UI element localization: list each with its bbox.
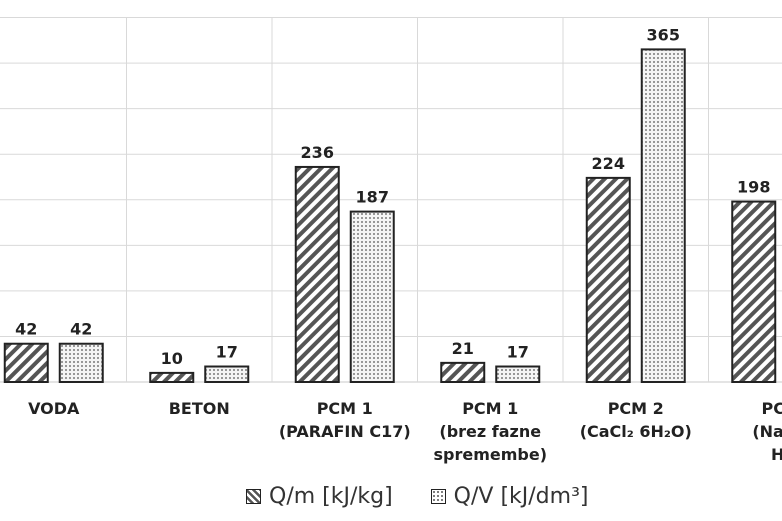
category-label-4-line-1: (CaCl₂ 6H₂O) [580, 422, 692, 441]
data-label-qv-4: 365 [647, 25, 680, 44]
data-label-qm-3: 21 [452, 339, 474, 358]
bar-qv-3 [495, 365, 541, 384]
bar-qv-1 [204, 365, 250, 384]
legend-item-series-1: Q/m [kJ/kg] [246, 484, 393, 509]
bar-qm-4 [585, 176, 631, 383]
bar-qv-4 [640, 48, 686, 384]
category-label-2-line-1: (PARAFIN C17) [279, 422, 411, 441]
legend-swatch-hatch [246, 489, 261, 504]
data-label-qv-2: 187 [356, 188, 389, 207]
category-label-5-line-0: PCM [762, 399, 782, 418]
legend-label-series-2: Q/V [kJ/dm³] [453, 484, 589, 509]
legend-label-series-1: Q/m [kJ/kg] [269, 484, 393, 509]
bar-qv-0 [58, 342, 104, 384]
value-labels-group: 42 42 10 17 236 187 21 17 224 365 198 [15, 25, 770, 367]
category-label-3-line-1: (brez fazne [439, 422, 541, 441]
data-label-qm-1: 10 [161, 349, 183, 368]
data-label-qv-1: 17 [216, 343, 238, 362]
data-label-qv-3: 17 [507, 343, 529, 362]
bar-qm-1 [149, 371, 195, 384]
category-label-3-line-2: spremembe) [433, 445, 547, 464]
category-label-4-line-0: PCM 2 [608, 399, 664, 418]
gridlines [0, 17, 782, 383]
data-label-qm-4: 224 [592, 154, 625, 173]
bar-qv-2 [349, 210, 395, 383]
bar-qm-2 [294, 165, 340, 383]
legend-swatch-dots [430, 489, 446, 504]
category-label-1-line-0: BETON [169, 399, 230, 418]
bar-qm-0 [3, 342, 49, 384]
category-label-2-line-0: PCM 1 [317, 399, 373, 418]
legend: Q/m [kJ/kg] Q/V [kJ/dm³] [246, 484, 626, 509]
data-label-qv-0: 42 [70, 320, 92, 339]
category-label-5-line-2: H₂ [771, 445, 782, 464]
category-label-3-line-0: PCM 1 [462, 399, 518, 418]
category-label-0-line-0: VODA [28, 399, 80, 418]
bars-group [3, 48, 777, 384]
data-label-qm-5: 198 [737, 178, 770, 197]
bar-qm-5 [731, 200, 777, 383]
category-labels-group: VODA BETON PCM 1 (PARAFIN C17) PCM 1 (brez fa… [28, 399, 782, 464]
category-label-5-line-1: (Na₂HI [752, 422, 782, 441]
data-label-qm-0: 42 [15, 320, 37, 339]
data-label-qm-2: 236 [301, 143, 334, 162]
legend-item-series-2: Q/V [kJ/dm³] [430, 484, 589, 509]
bar-qm-3 [440, 361, 486, 383]
